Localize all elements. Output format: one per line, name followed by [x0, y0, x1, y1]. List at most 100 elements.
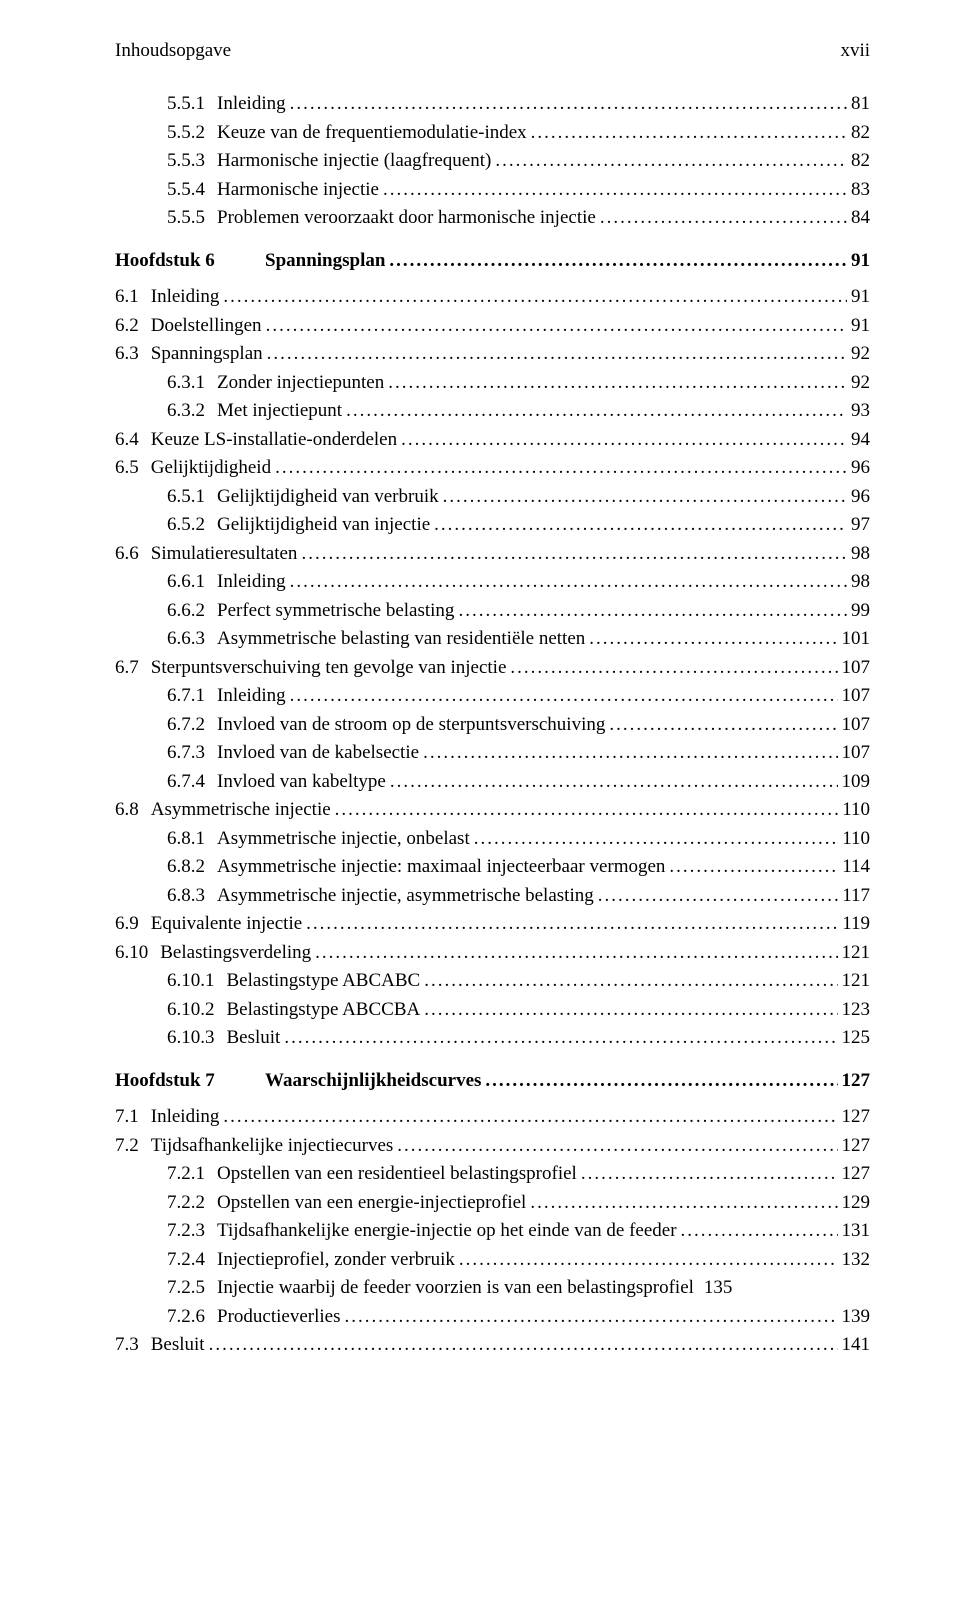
entry-number: 6.6.2	[167, 597, 217, 626]
page-header: Inhoudsopgave xvii	[115, 40, 870, 62]
entry-title: Besluit	[227, 1024, 281, 1053]
leader-dots: ........................................…	[585, 625, 837, 654]
toc-entry: 6.7.4Invloed van kabeltype..............…	[115, 768, 870, 797]
entry-page: 107	[838, 654, 871, 683]
toc-entry: 5.5.3Harmonische injectie (laagfrequent)…	[115, 147, 870, 176]
toc-entry: 6.4Keuze LS-installatie-onderdelen......…	[115, 426, 870, 455]
toc-entry: 6.3.2Met injectiepunt...................…	[115, 397, 870, 426]
toc-entry: 6.7.2Invloed van de stroom op de sterpun…	[115, 711, 870, 740]
entry-title: Zonder injectiepunten	[217, 369, 384, 398]
entry-title: Met injectiepunt	[217, 397, 342, 426]
entry-page: 93	[847, 397, 870, 426]
toc-entry: 6.3.1Zonder injectiepunten..............…	[115, 369, 870, 398]
chapter-page: 127	[838, 1067, 871, 1096]
leader-dots: ........................................…	[311, 939, 837, 968]
entry-number: 5.5.4	[167, 176, 217, 205]
toc-entry: 7.2.6Productieverlies...................…	[115, 1303, 870, 1332]
toc-entry: 6.1Inleiding............................…	[115, 283, 870, 312]
toc-entry: 6.8.2Asymmetrische injectie: maximaal in…	[115, 853, 870, 882]
entry-number: 7.2.1	[167, 1160, 217, 1189]
leader-dots: ........................................…	[340, 1303, 837, 1332]
entry-page: 96	[847, 483, 870, 512]
chapter-page: 91	[847, 247, 870, 276]
entry-number: 6.7.4	[167, 768, 217, 797]
entry-number: 6.3.2	[167, 397, 217, 426]
leader-dots: ........................................…	[219, 1103, 837, 1132]
entry-number: 6.8.3	[167, 882, 217, 911]
leader-dots: ........................................…	[385, 247, 847, 276]
entry-page: 135	[700, 1274, 733, 1303]
entry-title: Inleiding	[151, 1103, 220, 1132]
entry-page: 91	[847, 312, 870, 341]
entry-page: 121	[838, 967, 871, 996]
entry-number: 7.2	[115, 1132, 151, 1161]
leader-dots: ........................................…	[596, 204, 847, 233]
toc-entry: 7.3Besluit..............................…	[115, 1331, 870, 1360]
entry-title: Gelijktijdigheid	[151, 454, 271, 483]
entry-number: 6.5.2	[167, 511, 217, 540]
entry-title: Asymmetrische injectie, onbelast	[217, 825, 470, 854]
chapter-label: Hoofdstuk 7	[115, 1067, 265, 1096]
entry-title: Asymmetrische injectie	[151, 796, 331, 825]
entry-number: 6.10.3	[167, 1024, 227, 1053]
leader-dots: ........................................…	[420, 967, 837, 996]
leader-dots: ........................................…	[397, 426, 847, 455]
entry-number: 6.8.2	[167, 853, 217, 882]
entry-page: 98	[847, 568, 870, 597]
toc-entry: 6.3Spanningsplan........................…	[115, 340, 870, 369]
entry-number: 7.2.2	[167, 1189, 217, 1218]
entry-title: Asymmetrische injectie, asymmetrische be…	[217, 882, 594, 911]
entry-page: 123	[838, 996, 871, 1025]
entry-number: 6.4	[115, 426, 151, 455]
toc-entry: 6.7.3Invloed van de kabelsectie.........…	[115, 739, 870, 768]
entry-page: 82	[847, 147, 870, 176]
entry-number: 6.2	[115, 312, 151, 341]
entry-number: 6.1	[115, 283, 151, 312]
toc-entry: 6.5.2Gelijktijdigheid van injectie......…	[115, 511, 870, 540]
entry-title: Productieverlies	[217, 1303, 340, 1332]
toc-entry: 6.2Doelstellingen.......................…	[115, 312, 870, 341]
leader-dots: ........................................…	[420, 996, 837, 1025]
leader-dots: ........................................…	[302, 910, 838, 939]
entry-number: 5.5.1	[167, 90, 217, 119]
entry-page: 94	[847, 426, 870, 455]
entry-number: 7.2.5	[167, 1274, 217, 1303]
entry-number: 6.5.1	[167, 483, 217, 512]
entry-number: 6.6.1	[167, 568, 217, 597]
entry-title: Invloed van de kabelsectie	[217, 739, 419, 768]
entry-number: 7.2.6	[167, 1303, 217, 1332]
leader-dots: ........................................…	[594, 882, 838, 911]
entry-number: 6.7	[115, 654, 151, 683]
toc-entry: 6.6Simulatieresultaten..................…	[115, 540, 870, 569]
entry-page: 98	[847, 540, 870, 569]
header-left: Inhoudsopgave	[115, 40, 231, 62]
entry-title: Harmonische injectie (laagfrequent)	[217, 147, 491, 176]
entry-page: 107	[838, 711, 871, 740]
toc-entry: 6.7Sterpuntsverschuiving ten gevolge van…	[115, 654, 870, 683]
leader-dots: ........................................…	[286, 682, 838, 711]
leader-dots: ........................................…	[454, 597, 847, 626]
entry-number: 6.6.3	[167, 625, 217, 654]
entry-page: 109	[838, 768, 871, 797]
table-of-contents: 5.5.1 Inleiding..........................…	[115, 90, 870, 1360]
entry-page: 82	[847, 119, 870, 148]
entry-page: 117	[838, 882, 870, 911]
entry-number: 7.3	[115, 1331, 151, 1360]
entry-page: 132	[838, 1246, 871, 1275]
entry-number: 6.10	[115, 939, 160, 968]
entry-title: Invloed van de stroom op de sterpuntsver…	[217, 711, 605, 740]
leader-dots: ........................................…	[331, 796, 839, 825]
toc-entry: 7.2.4Injectieprofiel, zonder verbruik...…	[115, 1246, 870, 1275]
leader-dots: ........................................…	[470, 825, 838, 854]
leader-dots: ........................................…	[419, 739, 837, 768]
entry-title: Keuze LS-installatie-onderdelen	[151, 426, 397, 455]
toc-entry: 6.10.1Belastingstype ABCABC.............…	[115, 967, 870, 996]
toc-entry: 7.2.3Tijdsafhankelijke energie-injectie …	[115, 1217, 870, 1246]
toc-entry: 6.8.3Asymmetrische injectie, asymmetrisc…	[115, 882, 870, 911]
toc-entry: 5.5.1Inleiding..........................…	[115, 90, 870, 119]
toc-entry: 6.10Belastingsverdeling.................…	[115, 939, 870, 968]
toc-entry: 6.10.3Besluit...........................…	[115, 1024, 870, 1053]
entry-page: 125	[838, 1024, 871, 1053]
entry-number: 6.7.1	[167, 682, 217, 711]
leader-dots: ........................................…	[393, 1132, 837, 1161]
